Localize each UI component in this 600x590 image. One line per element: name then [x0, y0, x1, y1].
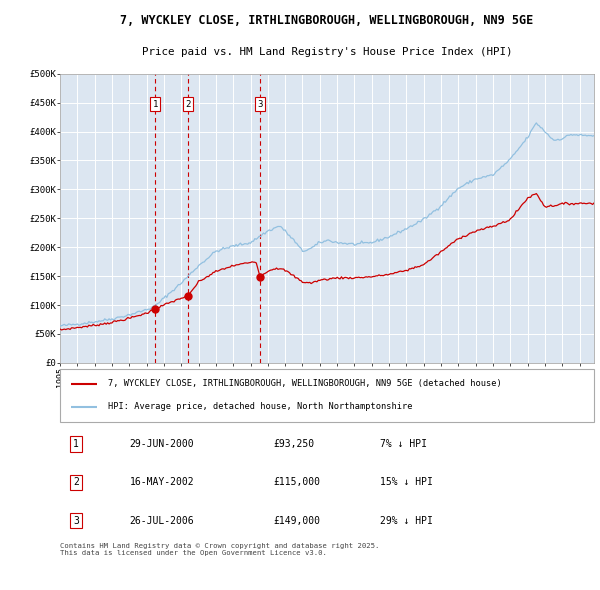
Text: 15% ↓ HPI: 15% ↓ HPI: [380, 477, 433, 487]
Text: 29-JUN-2000: 29-JUN-2000: [130, 439, 194, 449]
Text: 7, WYCKLEY CLOSE, IRTHLINGBOROUGH, WELLINGBOROUGH, NN9 5GE: 7, WYCKLEY CLOSE, IRTHLINGBOROUGH, WELLI…: [121, 14, 533, 27]
Text: 2: 2: [73, 477, 79, 487]
Text: 1: 1: [73, 439, 79, 449]
Text: 16-MAY-2002: 16-MAY-2002: [130, 477, 194, 487]
Text: 26-JUL-2006: 26-JUL-2006: [130, 516, 194, 526]
Text: 1: 1: [152, 100, 158, 109]
Text: £93,250: £93,250: [274, 439, 315, 449]
FancyBboxPatch shape: [60, 369, 594, 422]
Text: Contains HM Land Registry data © Crown copyright and database right 2025.
This d: Contains HM Land Registry data © Crown c…: [60, 543, 379, 556]
Text: £149,000: £149,000: [274, 516, 320, 526]
Text: 7% ↓ HPI: 7% ↓ HPI: [380, 439, 427, 449]
Text: 3: 3: [258, 100, 263, 109]
Text: 7, WYCKLEY CLOSE, IRTHLINGBOROUGH, WELLINGBOROUGH, NN9 5GE (detached house): 7, WYCKLEY CLOSE, IRTHLINGBOROUGH, WELLI…: [108, 379, 502, 388]
Text: £115,000: £115,000: [274, 477, 320, 487]
Text: 2: 2: [185, 100, 190, 109]
Text: Price paid vs. HM Land Registry's House Price Index (HPI): Price paid vs. HM Land Registry's House …: [142, 47, 512, 57]
Text: 3: 3: [73, 516, 79, 526]
Text: 29% ↓ HPI: 29% ↓ HPI: [380, 516, 433, 526]
Text: HPI: Average price, detached house, North Northamptonshire: HPI: Average price, detached house, Nort…: [108, 402, 413, 411]
